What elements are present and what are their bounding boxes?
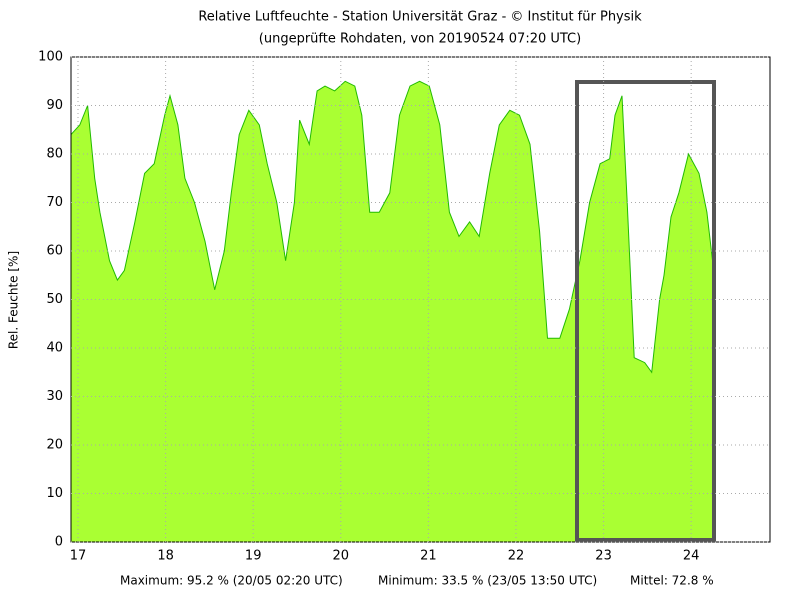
highlight-box — [575, 80, 716, 542]
x-tick-label: 21 — [420, 549, 437, 564]
y-tick-label: 70 — [46, 195, 63, 210]
y-tick-label: 40 — [46, 341, 63, 356]
y-tick-label: 0 — [55, 535, 63, 550]
chart-subtitle: (ungeprüfte Rohdaten, von 20190524 07:20… — [259, 32, 581, 47]
y-tick-label: 90 — [46, 98, 63, 113]
area-fill — [71, 81, 714, 543]
footer-max: Maximum: 95.2 % (20/05 02:20 UTC) — [120, 574, 343, 588]
x-tick-label: 22 — [508, 549, 525, 564]
footer-mean: Mittel: 72.8 % — [630, 574, 714, 588]
area-line — [70, 80, 714, 374]
chart-title: Relative Luftfeuchte - Station Universit… — [198, 10, 642, 25]
y-axis-label: Rel. Feuchte [%] — [7, 251, 21, 349]
y-tick-label: 80 — [46, 147, 63, 162]
y-tick-label: 60 — [46, 244, 63, 259]
x-tick-label: 18 — [157, 549, 174, 564]
y-tick-label: 30 — [46, 389, 63, 404]
x-tick-label: 20 — [333, 549, 350, 564]
x-tick-label: 19 — [245, 549, 262, 564]
plot-area — [70, 80, 714, 543]
x-tick-label: 17 — [70, 549, 87, 564]
x-tick-label: 23 — [595, 549, 612, 564]
y-tick-label: 20 — [46, 438, 63, 453]
y-tick-label: 10 — [46, 486, 63, 501]
y-tick-label: 100 — [38, 50, 63, 65]
footer-min: Minimum: 33.5 % (23/05 13:50 UTC) — [378, 574, 597, 588]
y-tick-label: 50 — [46, 292, 63, 307]
x-tick-label: 24 — [683, 549, 700, 564]
